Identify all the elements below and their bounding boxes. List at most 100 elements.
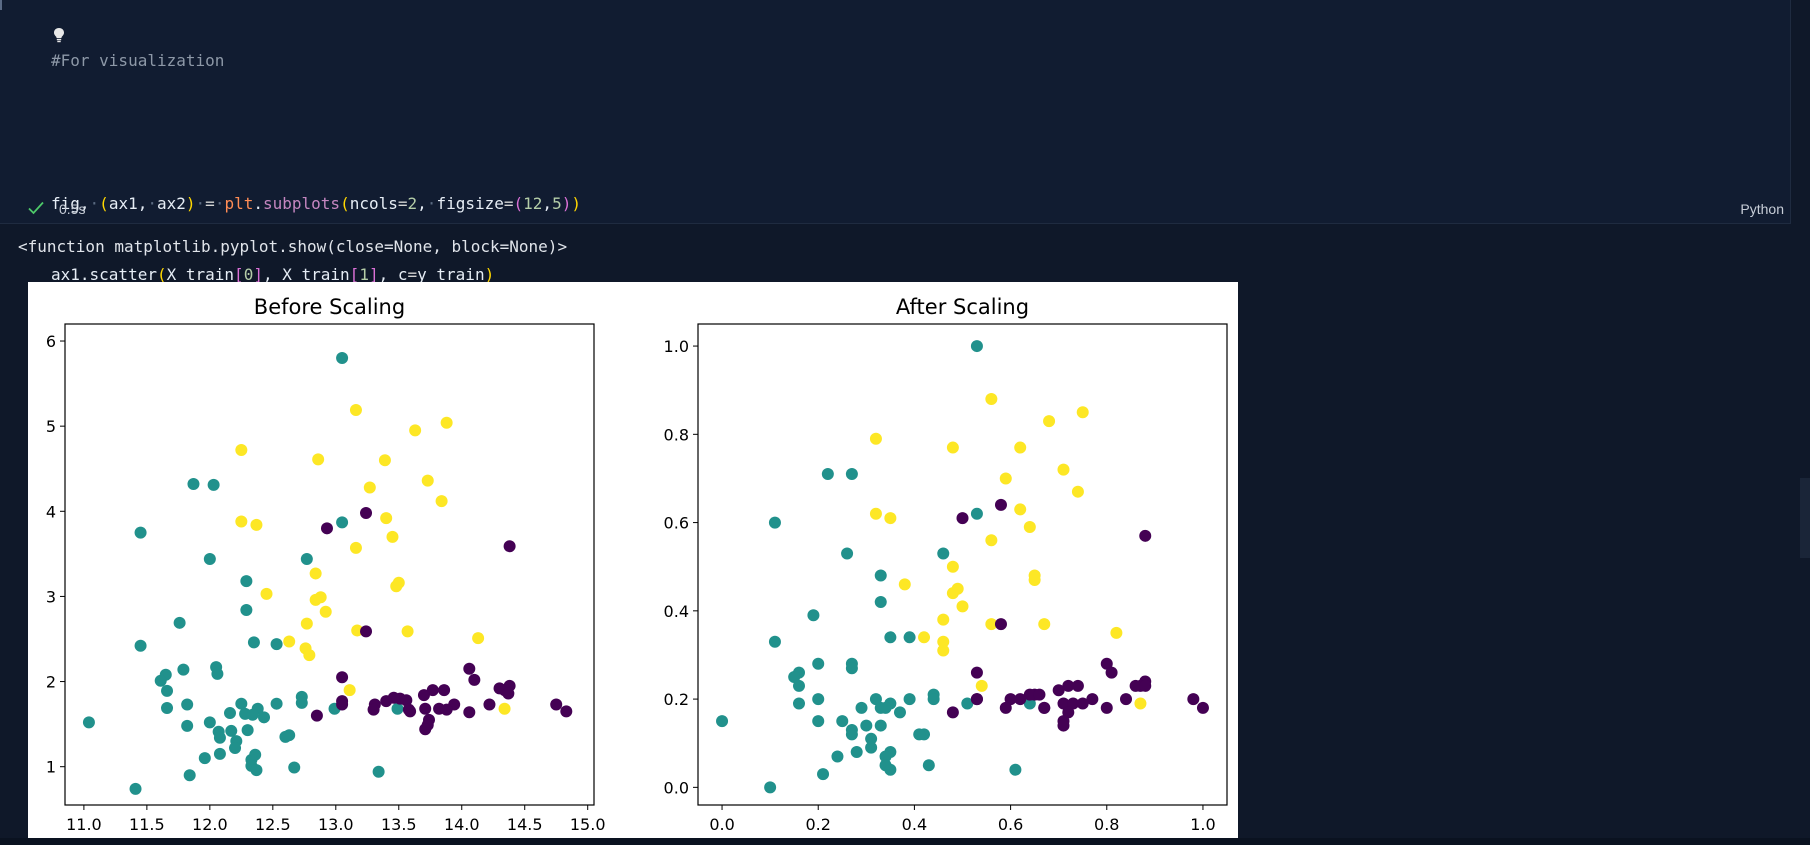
- scatter-point: [129, 782, 142, 795]
- y-tick-label: 4: [46, 502, 56, 521]
- scatter-point: [372, 765, 385, 778]
- code-cell[interactable]: #For visualization fig,·(ax1,·ax2)·=·plt…: [0, 0, 1791, 568]
- y-tick-label: 0.4: [664, 602, 689, 621]
- x-tick-label: 15.0: [570, 815, 606, 834]
- scatter-point: [421, 474, 434, 487]
- scatter-point: [893, 706, 906, 719]
- scatter-point: [788, 671, 801, 684]
- scatter-point: [363, 481, 376, 494]
- scatter-point: [300, 617, 313, 630]
- scatter-point: [213, 747, 226, 760]
- scatter-point: [213, 731, 226, 744]
- scatter-point: [309, 593, 322, 606]
- scatter-point: [855, 701, 868, 714]
- x-tick-label: 13.0: [318, 815, 354, 834]
- scatter-point: [493, 682, 506, 695]
- scatter-point: [1139, 529, 1152, 542]
- scatter-point: [1110, 626, 1123, 639]
- scatter-point: [235, 515, 248, 528]
- scatter-point: [177, 663, 190, 676]
- y-tick-label: 3: [46, 587, 56, 606]
- y-tick-label: 0.6: [664, 514, 689, 533]
- scatter-point: [320, 522, 333, 535]
- scatter-point: [985, 393, 998, 406]
- scatter-point: [1057, 719, 1070, 732]
- language-selector[interactable]: Python: [1740, 201, 1784, 217]
- execution-time: 0.5s: [59, 201, 86, 217]
- scatter-point: [812, 657, 825, 670]
- scatter-point: [1067, 697, 1080, 710]
- scatter-point: [241, 724, 254, 737]
- scatter-point: [1038, 701, 1051, 714]
- scatter-point: [1014, 441, 1027, 454]
- y-tick-label: 1.0: [664, 337, 689, 356]
- scatter-point: [463, 662, 476, 675]
- scatter-point: [409, 424, 422, 437]
- x-tick-label: 0.4: [902, 815, 927, 834]
- x-tick-label: 0.6: [998, 815, 1023, 834]
- scatter-point: [134, 526, 147, 539]
- x-tick-label: 12.0: [192, 815, 228, 834]
- x-tick-label: 1.0: [1190, 815, 1215, 834]
- scatter-point: [380, 695, 393, 708]
- scatter-point: [161, 701, 174, 714]
- scatter-point: [312, 453, 325, 466]
- scatter-point: [247, 636, 260, 649]
- scatter-point: [270, 638, 283, 651]
- cell-output-text: <function matplotlib.pyplot.show(close=N…: [18, 237, 568, 256]
- scatter-point: [378, 454, 391, 467]
- scatter-point: [235, 697, 248, 710]
- axes-frame: [64, 323, 595, 806]
- scatter-point: [716, 715, 729, 728]
- scatter-point: [435, 495, 448, 508]
- x-tick-label: 11.0: [66, 815, 102, 834]
- scatter-point: [419, 723, 432, 736]
- scatter-point: [946, 587, 959, 600]
- scrollbar-thumb[interactable]: [1800, 478, 1810, 558]
- scatter-point: [181, 698, 194, 711]
- x-tick-label: 13.5: [381, 815, 417, 834]
- subplot-2: After Scaling 0.0 0.2 0.4 0.6 0.8 1.0 0.0 0.2 0.4…: [664, 295, 1228, 834]
- scatter-point: [560, 705, 573, 718]
- code-line-2: fig,·(ax1,·ax2)·=·plt.subplots(ncols=2,·…: [51, 193, 581, 213]
- scatter-point: [1062, 679, 1075, 692]
- scatter-point: [937, 644, 950, 657]
- scatter-point: [985, 618, 998, 631]
- scatter-point: [970, 507, 983, 520]
- scatter-point: [1033, 688, 1046, 701]
- cell-gutter-marker: [0, 0, 2, 10]
- scatter-point: [438, 684, 451, 697]
- scatter-point: [440, 703, 453, 716]
- scatter-point: [270, 697, 283, 710]
- scatter-point: [309, 567, 322, 580]
- scatter-point: [417, 689, 430, 702]
- scatter-point: [874, 596, 887, 609]
- scatter-point: [483, 698, 496, 711]
- scatter-point: [1105, 666, 1118, 679]
- scatter-point: [351, 624, 364, 637]
- scatter-point: [865, 732, 878, 745]
- scatter-point: [161, 684, 174, 697]
- scatter-point: [812, 693, 825, 706]
- checkmark-icon: [28, 201, 44, 215]
- lightbulb-icon[interactable]: [53, 27, 65, 43]
- scatter-point: [1076, 406, 1089, 419]
- scatter-point: [303, 649, 316, 662]
- scatter-point: [970, 666, 983, 679]
- scatter-point: [223, 707, 236, 720]
- scatter-point: [1014, 693, 1027, 706]
- scatter-point: [360, 506, 373, 519]
- scatter-point: [999, 472, 1012, 485]
- scatter-point: [349, 403, 362, 416]
- bottom-status-bar: [0, 838, 1810, 845]
- scatter-point: [203, 552, 216, 565]
- y-tick-label: 0.0: [664, 778, 689, 797]
- scatter-point: [812, 715, 825, 728]
- scatter-point: [1023, 520, 1036, 533]
- scatter-point: [235, 443, 248, 456]
- x-tick-label: 0.0: [709, 815, 734, 834]
- scatter-point: [869, 693, 882, 706]
- scatter-point: [850, 746, 863, 759]
- code-line-1: #For visualization: [51, 49, 629, 73]
